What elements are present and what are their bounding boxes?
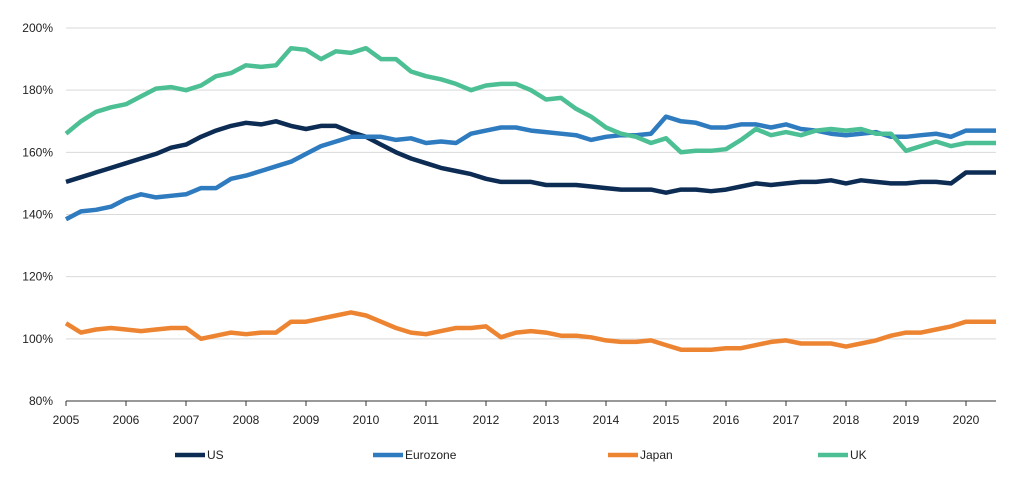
legend-label-us: US (207, 448, 224, 462)
x-tick-label: 2007 (173, 413, 200, 427)
series-line-us (65, 119, 996, 195)
y-tick-label: 160% (22, 145, 53, 159)
legend-label-japan: Japan (640, 448, 673, 462)
y-tick-label: 180% (22, 83, 53, 97)
x-tick-label: 2016 (713, 413, 740, 427)
y-tick-label: 120% (22, 270, 53, 284)
x-tick-label: 2011 (413, 413, 439, 427)
x-tick-label: 2017 (773, 413, 800, 427)
x-tick-label: 2019 (893, 413, 920, 427)
x-axis (65, 400, 996, 406)
x-tick-label: 2012 (473, 413, 500, 427)
y-axis-tick-labels: 80% 100% 120% 140% 160% 180% 200% (22, 21, 53, 408)
x-tick-label: 2020 (953, 413, 980, 427)
series-line-japan (64, 310, 996, 352)
x-tick-label: 2014 (593, 413, 620, 427)
series-line-uk (64, 45, 996, 155)
legend: US Eurozone Japan UK (175, 448, 867, 462)
series-lines (64, 45, 996, 352)
x-tick-label: 2015 (653, 413, 680, 427)
legend-label-eurozone: Eurozone (405, 448, 457, 462)
x-tick-label: 2009 (293, 413, 320, 427)
x-axis-tick-labels: 2005 2006 2007 2008 2009 2010 2011 2012 2013 2014… (53, 413, 980, 427)
y-tick-label: 100% (22, 332, 53, 346)
y-tick-label: 80% (29, 394, 53, 408)
x-tick-label: 2005 (53, 413, 80, 427)
y-tick-label: 200% (22, 21, 53, 35)
legend-label-uk: UK (850, 448, 867, 462)
x-tick-label: 2006 (113, 413, 140, 427)
x-tick-label: 2010 (353, 413, 380, 427)
series-line-eurozone (64, 114, 996, 222)
x-tick-label: 2013 (533, 413, 560, 427)
y-tick-label: 140% (22, 208, 53, 222)
x-tick-label: 2018 (833, 413, 860, 427)
x-tick-label: 2008 (233, 413, 260, 427)
